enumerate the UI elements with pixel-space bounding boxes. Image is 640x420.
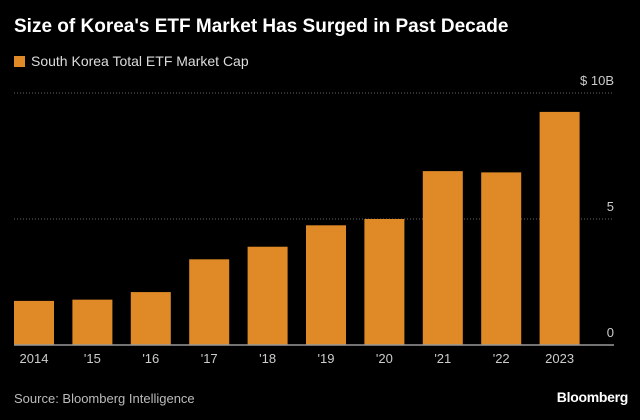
x-tick-label: '16 [142,351,159,366]
x-tick-label: '22 [493,351,510,366]
bar [481,172,522,345]
x-tick-label: '21 [434,351,451,366]
x-tick-label: '17 [201,351,218,366]
x-tick-label: 2023 [545,351,574,366]
bar [72,299,113,345]
legend-swatch [14,55,25,67]
legend-label: South Korea Total ETF Market Cap [31,53,249,69]
bar [189,259,230,345]
x-tick-label: '15 [84,351,101,366]
bar [14,300,54,345]
x-tick-label: 2014 [20,351,49,366]
y-tick-label: 0 [607,325,614,340]
x-tick-label: '18 [259,351,276,366]
bar [306,225,346,345]
legend: South Korea Total ETF Market Cap [14,53,249,69]
source-note: Source: Bloomberg Intelligence [14,391,195,406]
x-tick-label: '20 [376,351,393,366]
bar [130,292,171,345]
bar [364,219,405,345]
x-tick-label: '19 [318,351,335,366]
chart-title: Size of Korea's ETF Market Has Surged in… [14,16,509,37]
bar [247,246,288,345]
bar [539,111,580,346]
y-tick-label: $ 10B [580,73,614,88]
bar [422,171,463,345]
bloomberg-logo: Bloomberg [556,389,629,405]
y-tick-label: 5 [607,199,614,214]
